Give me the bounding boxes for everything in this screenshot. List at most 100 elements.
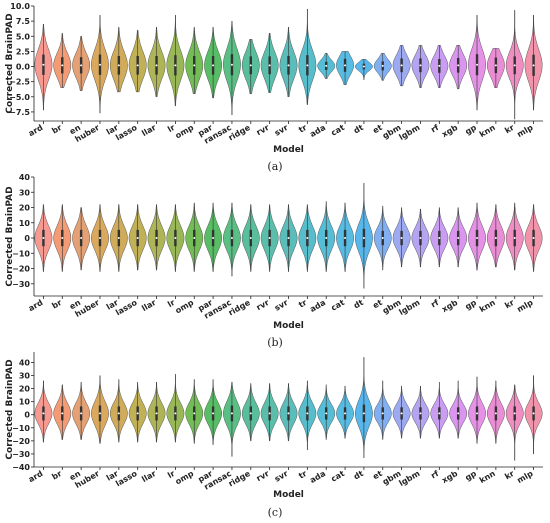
median-point-ard	[42, 63, 45, 66]
x-tick-label-gp: gp	[464, 298, 479, 312]
x-tick-label-lgbm: lgbm	[397, 298, 421, 317]
median-point-br	[61, 64, 64, 67]
median-point-svr	[287, 64, 290, 67]
median-point-omp	[193, 412, 196, 415]
y-tick-label: −20	[12, 437, 30, 446]
x-tick-label-ridge: ridge	[227, 298, 252, 318]
median-point-kr	[513, 237, 516, 240]
x-tick-label-svr: svr	[273, 469, 290, 484]
x-tick-label-kr: kr	[503, 123, 516, 135]
median-point-xgb	[457, 237, 460, 240]
x-tick-label-ada: ada	[308, 469, 327, 485]
y-tick-label: 30	[19, 372, 31, 381]
x-tick-label-et: et	[371, 123, 384, 136]
median-point-mlp	[532, 237, 535, 240]
median-point-lr	[174, 237, 177, 240]
median-point-tr	[306, 412, 309, 415]
median-point-ada	[325, 237, 328, 240]
y-tick-label: 20	[19, 385, 31, 394]
x-tick-label-cat: cat	[329, 469, 346, 484]
median-point-ada	[325, 64, 328, 67]
median-point-huber	[98, 63, 101, 66]
x-tick-label-knn: knn	[478, 123, 497, 139]
x-axis-label: Model	[273, 145, 304, 155]
median-point-rvr	[268, 412, 271, 415]
x-tick-label-lr: lr	[166, 123, 176, 134]
median-point-lar	[117, 64, 120, 67]
median-point-llar	[155, 64, 158, 67]
median-point-en	[80, 412, 83, 415]
x-tick-label-rvr: rvr	[255, 469, 271, 483]
median-point-rvr	[268, 64, 271, 67]
x-tick-label-br: br	[50, 123, 63, 136]
x-tick-label-omp: omp	[174, 298, 196, 316]
median-point-lgbm	[419, 412, 422, 415]
y-tick-label: 0.0	[16, 63, 31, 72]
median-point-llar	[155, 412, 158, 415]
y-tick-label: −30	[12, 450, 30, 459]
x-tick-label-ridge: ridge	[227, 469, 252, 489]
median-point-ridge	[249, 64, 252, 67]
median-point-lar	[117, 237, 120, 240]
median-point-huber	[98, 237, 101, 240]
median-point-lr	[174, 412, 177, 415]
x-tick-label-lasso: lasso	[114, 469, 139, 489]
median-point-par	[212, 237, 215, 240]
x-tick-label-mlp: mlp	[516, 298, 535, 314]
median-point-ridge	[249, 412, 252, 415]
median-point-ransac	[230, 412, 233, 415]
x-tick-label-cat: cat	[329, 298, 346, 313]
median-point-rf	[438, 412, 441, 415]
x-tick-label-et: et	[371, 298, 384, 311]
x-tick-label-llar: llar	[140, 123, 157, 138]
x-tick-label-ridge: ridge	[227, 123, 252, 143]
panel-caption: (a)	[267, 160, 282, 173]
x-tick-label-gp: gp	[464, 123, 479, 137]
chart-panel-1: −7.5 −5.0 −2.5 0.0 2.5 5.0 7.5 10.0 Corrected Br…	[5, 2, 543, 173]
y-tick-label: −40	[12, 463, 30, 472]
median-point-lr	[174, 64, 177, 67]
median-point-ransac	[230, 63, 233, 66]
median-point-dt	[362, 65, 365, 68]
y-axis-label: Corrected BrainPAD	[5, 186, 15, 286]
median-point-lgbm	[419, 237, 422, 240]
y-tick-label: 0	[24, 411, 30, 420]
y-tick-label: 10	[19, 219, 31, 228]
x-tick-label-llar: llar	[140, 298, 157, 313]
x-tick-label-lasso: lasso	[114, 123, 139, 143]
y-tick-label: −10	[12, 249, 30, 258]
x-tick-label-gp: gp	[464, 469, 479, 483]
y-tick-label: 40	[19, 173, 31, 182]
x-tick-label-br: br	[50, 298, 63, 311]
median-point-gp	[476, 237, 479, 240]
x-tick-label-ard: ard	[27, 123, 45, 138]
median-point-rf	[438, 64, 441, 67]
median-point-knn	[494, 64, 497, 67]
y-tick-label: −7.5	[9, 108, 30, 117]
y-tick-label: −30	[12, 280, 30, 289]
x-tick-label-rf: rf	[429, 469, 440, 481]
x-axis-label: Model	[273, 321, 304, 331]
median-point-lasso	[136, 412, 139, 415]
y-tick-label: 10	[19, 398, 31, 407]
x-tick-label-xgb: xgb	[440, 123, 459, 139]
median-point-rvr	[268, 237, 271, 240]
x-tick-label-rf: rf	[429, 298, 440, 310]
median-point-lasso	[136, 237, 139, 240]
x-tick-label-knn: knn	[478, 298, 497, 314]
x-tick-label-cat: cat	[329, 123, 346, 138]
median-point-tr	[306, 237, 309, 240]
median-point-gbm	[400, 64, 403, 67]
y-axis-label: Corrected BrainPAD	[5, 13, 15, 113]
y-tick-label: −5.0	[9, 93, 30, 102]
x-tick-label-dt: dt	[352, 123, 365, 136]
y-tick-label: 30	[19, 188, 31, 197]
x-tick-label-xgb: xgb	[440, 298, 459, 314]
x-tick-label-rvr: rvr	[255, 298, 271, 312]
panel-caption: (c)	[268, 506, 283, 519]
x-tick-label-dt: dt	[352, 469, 365, 482]
y-tick-label: 5.0	[16, 32, 31, 41]
y-tick-label: −10	[12, 424, 30, 433]
y-tick-label: 0	[24, 234, 30, 243]
